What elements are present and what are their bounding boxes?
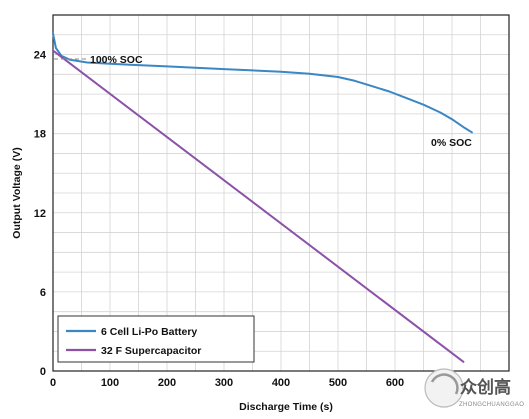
watermark-ring-icon (430, 373, 459, 395)
grid (53, 15, 509, 371)
x-tick-label: 300 (215, 377, 233, 389)
legend-label-supercapacitor: 32 F Supercapacitor (101, 345, 201, 357)
plot-frame (52, 14, 510, 372)
plot-border (52, 14, 510, 372)
legend-box (57, 315, 255, 363)
y-tick-label: 24 (34, 50, 47, 62)
watermark-main-text: 众创高 (460, 377, 511, 397)
series-line-battery (52, 32, 473, 134)
y-tick-label: 0 (40, 366, 46, 378)
x-axis-title: Discharge Time (s) (239, 401, 333, 413)
x-tick-label: 0 (50, 377, 56, 389)
y-tick-label: 12 (34, 208, 46, 220)
series-layer (52, 32, 473, 363)
x-tick-label: 600 (386, 377, 404, 389)
x-tick-label: 400 (272, 377, 290, 389)
y-tick-label: 6 (40, 287, 46, 299)
y-axis-title: Output Voltage (V) (11, 147, 23, 238)
watermark-logo: 众创高 ZHONGCHUANGGAO (424, 368, 524, 408)
legend: 6 Cell Li-Po Battery 32 F Supercapacitor (57, 315, 255, 363)
x-tick-label: 100 (101, 377, 119, 389)
series-line-supercapacitor (52, 49, 465, 363)
y-tick-label: 18 (34, 129, 46, 141)
x-tick-label: 500 (329, 377, 347, 389)
watermark-sub-text: ZHONGCHUANGGAO (459, 402, 524, 408)
soc-100-annotation: 100% SOC (90, 54, 143, 66)
legend-label-battery: 6 Cell Li-Po Battery (101, 326, 197, 338)
soc-0-annotation: 0% SOC (431, 137, 472, 149)
x-tick-label: 200 (158, 377, 176, 389)
